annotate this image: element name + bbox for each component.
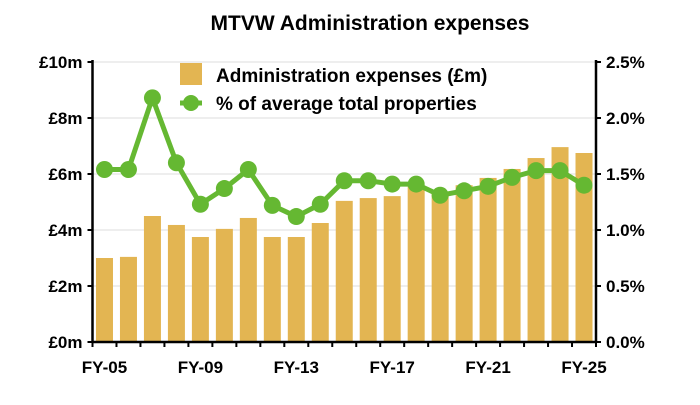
marker-FY-25 [575, 176, 593, 194]
marker-FY-10 [215, 180, 233, 198]
x-axis-tick-label: FY-21 [465, 358, 510, 377]
bar-FY-08 [167, 224, 185, 342]
left-axis-tick-label: £0m [48, 333, 82, 352]
right-axis-tick-label: 2.5% [606, 53, 645, 72]
marker-FY-15 [335, 172, 353, 190]
bar-FY-06 [119, 256, 137, 342]
left-axis-tick-label: £10m [39, 53, 82, 72]
chart-title: MTVW Administration expenses [211, 12, 530, 35]
bar-FY-20 [455, 185, 473, 342]
x-axis-tick-label: FY-13 [274, 358, 319, 377]
marker-FY-24 [551, 162, 569, 180]
bar-FY-16 [359, 198, 377, 342]
bar-FY-23 [527, 158, 545, 342]
legend: Administration expenses (£m) % of averag… [180, 63, 487, 115]
marker-FY-13 [287, 208, 305, 226]
x-axis-tick-label: FY-17 [370, 358, 415, 377]
bar-FY-14 [311, 223, 329, 342]
marker-FY-14 [311, 195, 329, 213]
bar-FY-17 [383, 196, 401, 342]
left-axis-tick-label: £6m [48, 165, 82, 184]
marker-FY-06 [119, 161, 137, 179]
bar-FY-18 [407, 185, 425, 342]
right-axis-tick-label: 0.0% [606, 333, 645, 352]
bar-FY-09 [191, 237, 209, 342]
marker-FY-09 [191, 195, 209, 213]
marker-FY-07 [143, 89, 161, 107]
bar-FY-25 [575, 153, 593, 342]
bar-FY-15 [335, 200, 353, 342]
marker-FY-21 [479, 177, 497, 195]
marker-FY-12 [263, 196, 281, 214]
bar-FY-13 [287, 237, 305, 342]
bar-FY-10 [215, 228, 233, 342]
bar-FY-24 [551, 147, 569, 342]
right-axis-tick-label: 1.5% [606, 165, 645, 184]
right-axis-tick-label: 2.0% [606, 109, 645, 128]
x-axis-tick-label: FY-05 [82, 358, 127, 377]
marker-FY-18 [407, 175, 425, 193]
legend-swatch-bars [180, 63, 202, 85]
legend-label-bars: Administration expenses (£m) [216, 66, 487, 87]
marker-FY-08 [167, 154, 185, 172]
bar-FY-12 [263, 237, 281, 342]
marker-FY-23 [527, 162, 545, 180]
marker-FY-22 [503, 168, 521, 186]
right-axis-tick-label: 1.0% [606, 221, 645, 240]
marker-FY-19 [431, 186, 449, 204]
left-axis-tick-label: £2m [48, 277, 82, 296]
marker-FY-17 [383, 175, 401, 193]
legend-swatch-marker [183, 95, 199, 111]
right-axis-tick-label: 0.5% [606, 277, 645, 296]
x-axis-tick-label: FY-09 [178, 358, 223, 377]
marker-FY-16 [359, 172, 377, 190]
bar-FY-05 [95, 258, 113, 342]
bar-FY-07 [143, 216, 161, 342]
bar-FY-22 [503, 168, 521, 342]
bar-FY-21 [479, 177, 497, 342]
left-axis-tick-label: £8m [48, 109, 82, 128]
x-axis-tick-label: FY-25 [561, 358, 606, 377]
marker-FY-11 [239, 161, 257, 179]
legend-label-line: % of average total properties [216, 94, 477, 115]
bar-FY-19 [431, 193, 449, 342]
marker-FY-05 [95, 161, 113, 179]
bar-FY-11 [239, 217, 257, 342]
marker-FY-20 [455, 182, 473, 200]
left-axis-tick-label: £4m [48, 221, 82, 240]
